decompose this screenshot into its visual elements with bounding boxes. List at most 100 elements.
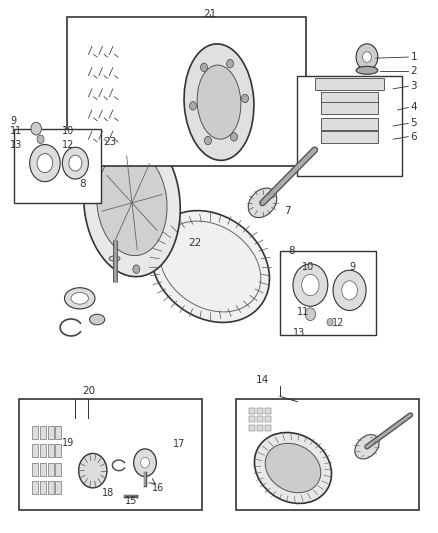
Text: 13: 13 bbox=[10, 140, 22, 150]
FancyBboxPatch shape bbox=[257, 408, 263, 414]
FancyBboxPatch shape bbox=[47, 463, 53, 476]
Text: 15: 15 bbox=[125, 496, 138, 506]
Text: 8: 8 bbox=[289, 246, 295, 256]
FancyBboxPatch shape bbox=[55, 481, 61, 495]
Text: 1: 1 bbox=[410, 52, 417, 62]
FancyBboxPatch shape bbox=[250, 416, 255, 422]
Circle shape bbox=[62, 147, 88, 179]
Text: 11: 11 bbox=[297, 306, 310, 317]
Ellipse shape bbox=[151, 211, 269, 322]
Circle shape bbox=[30, 144, 60, 182]
FancyBboxPatch shape bbox=[32, 425, 38, 439]
Text: 22: 22 bbox=[188, 238, 202, 248]
FancyBboxPatch shape bbox=[321, 102, 378, 114]
FancyBboxPatch shape bbox=[32, 481, 38, 495]
Bar bbox=[67, 17, 306, 166]
FancyBboxPatch shape bbox=[257, 424, 263, 431]
Circle shape bbox=[241, 94, 248, 103]
Circle shape bbox=[37, 154, 53, 173]
Circle shape bbox=[201, 63, 208, 71]
Circle shape bbox=[356, 44, 378, 70]
FancyBboxPatch shape bbox=[47, 481, 53, 495]
FancyBboxPatch shape bbox=[250, 424, 255, 431]
FancyBboxPatch shape bbox=[55, 444, 61, 457]
Text: 21: 21 bbox=[204, 10, 217, 19]
FancyBboxPatch shape bbox=[40, 425, 46, 439]
Ellipse shape bbox=[355, 434, 379, 459]
FancyBboxPatch shape bbox=[321, 131, 378, 143]
Text: 12: 12 bbox=[332, 318, 345, 328]
FancyBboxPatch shape bbox=[321, 118, 378, 130]
FancyBboxPatch shape bbox=[32, 444, 38, 457]
Ellipse shape bbox=[248, 188, 277, 217]
FancyBboxPatch shape bbox=[55, 463, 61, 476]
Text: 4: 4 bbox=[410, 102, 417, 112]
Circle shape bbox=[342, 281, 357, 300]
Circle shape bbox=[31, 122, 42, 135]
FancyBboxPatch shape bbox=[250, 408, 255, 414]
Bar bbox=[297, 76, 402, 176]
Text: 12: 12 bbox=[62, 140, 75, 150]
Circle shape bbox=[327, 318, 333, 326]
Circle shape bbox=[305, 308, 316, 320]
FancyBboxPatch shape bbox=[315, 78, 385, 90]
Circle shape bbox=[37, 135, 44, 143]
FancyBboxPatch shape bbox=[265, 408, 271, 414]
Text: 14: 14 bbox=[256, 375, 269, 385]
Circle shape bbox=[133, 265, 140, 273]
Circle shape bbox=[190, 102, 197, 110]
Text: 9: 9 bbox=[350, 262, 356, 271]
Text: 9: 9 bbox=[10, 116, 16, 126]
Ellipse shape bbox=[79, 454, 107, 488]
Text: 13: 13 bbox=[293, 328, 305, 338]
Ellipse shape bbox=[254, 432, 332, 504]
FancyBboxPatch shape bbox=[265, 424, 271, 431]
Circle shape bbox=[226, 60, 233, 68]
Ellipse shape bbox=[71, 293, 88, 304]
FancyBboxPatch shape bbox=[55, 425, 61, 439]
FancyBboxPatch shape bbox=[47, 444, 53, 457]
Text: 23: 23 bbox=[103, 137, 117, 147]
Ellipse shape bbox=[84, 129, 180, 277]
Ellipse shape bbox=[64, 288, 95, 309]
FancyBboxPatch shape bbox=[257, 416, 263, 422]
FancyBboxPatch shape bbox=[40, 444, 46, 457]
Text: 5: 5 bbox=[410, 118, 417, 128]
Text: 16: 16 bbox=[152, 482, 164, 492]
Ellipse shape bbox=[89, 314, 105, 325]
Ellipse shape bbox=[109, 256, 120, 261]
Circle shape bbox=[293, 264, 328, 306]
FancyBboxPatch shape bbox=[40, 481, 46, 495]
Circle shape bbox=[205, 136, 212, 145]
Text: 11: 11 bbox=[10, 126, 22, 136]
Text: 7: 7 bbox=[284, 206, 291, 216]
Circle shape bbox=[333, 270, 366, 311]
Ellipse shape bbox=[134, 449, 156, 477]
Ellipse shape bbox=[265, 443, 321, 492]
Text: 3: 3 bbox=[410, 81, 417, 91]
FancyBboxPatch shape bbox=[265, 416, 271, 422]
Circle shape bbox=[141, 457, 149, 468]
Ellipse shape bbox=[97, 150, 167, 256]
Ellipse shape bbox=[197, 65, 241, 139]
Ellipse shape bbox=[184, 44, 254, 160]
Text: 10: 10 bbox=[302, 262, 314, 271]
FancyBboxPatch shape bbox=[321, 92, 378, 103]
Circle shape bbox=[302, 274, 319, 296]
FancyBboxPatch shape bbox=[32, 463, 38, 476]
Text: 17: 17 bbox=[173, 439, 186, 449]
FancyBboxPatch shape bbox=[47, 425, 53, 439]
Bar bbox=[237, 399, 419, 511]
Text: 6: 6 bbox=[410, 132, 417, 142]
Text: 18: 18 bbox=[102, 488, 114, 498]
Bar bbox=[14, 128, 102, 203]
Ellipse shape bbox=[160, 221, 261, 312]
Text: 8: 8 bbox=[80, 179, 86, 189]
FancyBboxPatch shape bbox=[40, 463, 46, 476]
Bar bbox=[19, 399, 201, 511]
Text: 20: 20 bbox=[82, 386, 95, 396]
Circle shape bbox=[230, 133, 237, 141]
Circle shape bbox=[363, 52, 371, 62]
Circle shape bbox=[69, 155, 82, 171]
Bar bbox=[280, 251, 376, 335]
